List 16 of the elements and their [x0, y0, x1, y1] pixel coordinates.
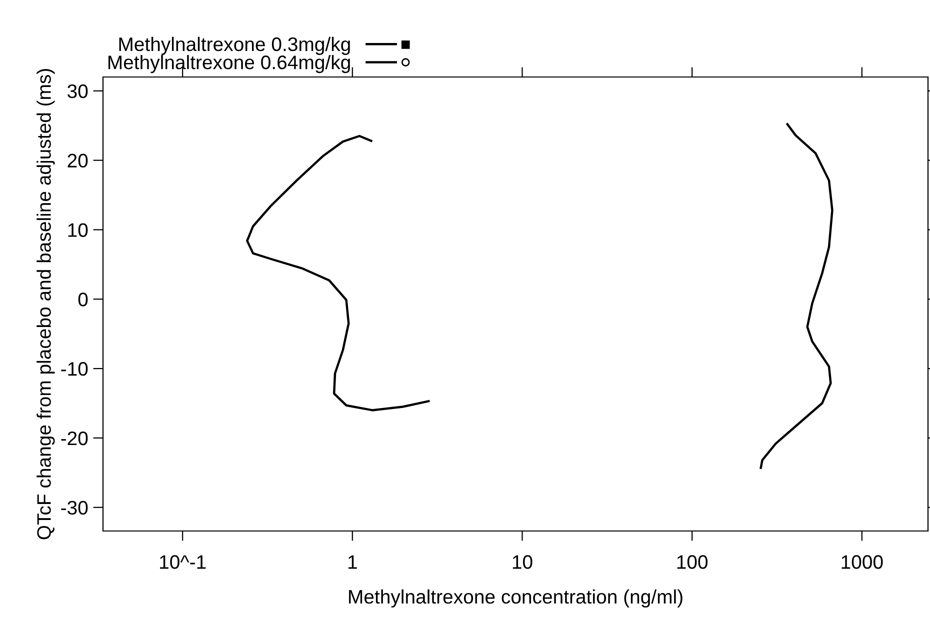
x-tick-label: 1000 — [842, 555, 883, 569]
x-tick-label: 10 — [512, 555, 532, 569]
y-tick-label: 20 — [68, 154, 88, 168]
y-tick-label: -10 — [61, 362, 88, 376]
y-axis-title: QTcF change from placebo and baseline adjusted (ms) — [36, 69, 55, 540]
y-tick-label: 0 — [78, 292, 88, 306]
x-axis-title: Methylnaltrexone concentration (ng/ml) — [349, 589, 682, 608]
x-tick-label: 100 — [677, 555, 708, 569]
y-tick-label: -30 — [61, 500, 88, 515]
x-tick-label: 1 — [348, 555, 357, 569]
y-tick-label: 30 — [68, 84, 88, 98]
legend-label: Methylnaltrexone 0.64mg/kg — [108, 54, 350, 74]
x-tick-label: 10^-1 — [160, 555, 206, 569]
legend-label: Methylnaltrexone 0.3mg/kg — [119, 36, 350, 55]
y-tick-label: -20 — [61, 431, 88, 446]
y-tick-label: 10 — [68, 223, 88, 237]
